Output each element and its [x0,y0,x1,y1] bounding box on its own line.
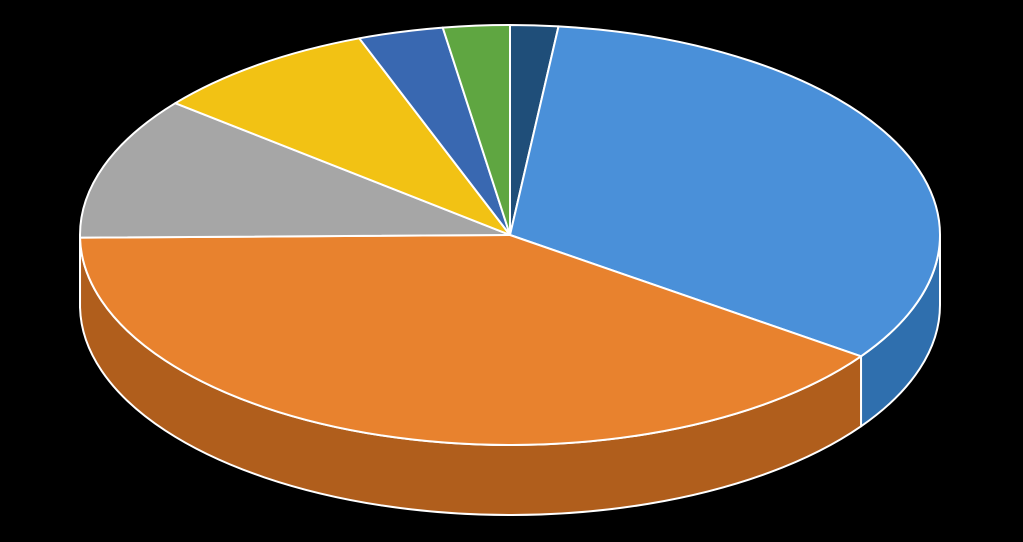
pie-chart-3d [0,0,1023,542]
pie-tops [80,25,940,445]
